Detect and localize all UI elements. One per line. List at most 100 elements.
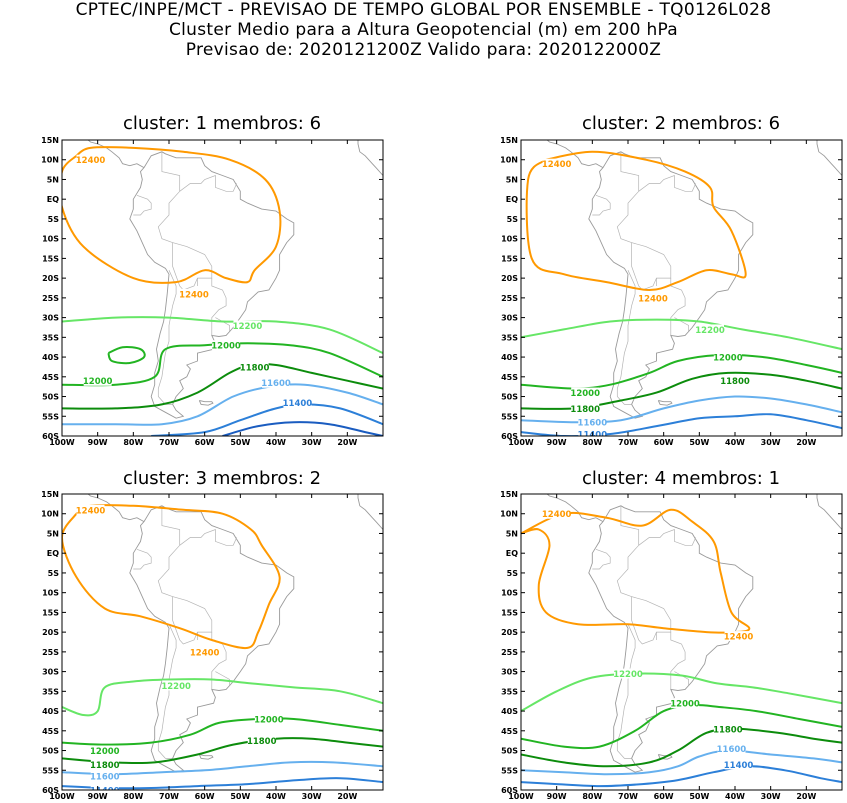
lat-label: 10N bbox=[500, 510, 518, 519]
contour-label: 11800 bbox=[240, 363, 270, 373]
lat-label: 10S bbox=[42, 589, 59, 598]
contour-label-bg bbox=[696, 324, 725, 335]
country-border bbox=[674, 671, 689, 686]
contour-label-bg bbox=[247, 735, 276, 746]
lon-label: 60W bbox=[195, 792, 215, 801]
coastline bbox=[588, 151, 754, 419]
lon-label: 40W bbox=[266, 438, 286, 447]
contour-label-bg bbox=[240, 361, 269, 372]
contour-12400 bbox=[62, 504, 281, 650]
contour-label: 11400 bbox=[90, 787, 120, 797]
figure-header: CPTEC/INPE/MCT - PREVISAO DE TEMPO GLOBA… bbox=[0, 0, 847, 60]
lon-label: 70W bbox=[159, 792, 179, 801]
panel-title: cluster: 1 membros: 6 bbox=[122, 113, 322, 134]
contour-label: 11800 bbox=[720, 377, 750, 387]
lon-label: 60W bbox=[654, 438, 674, 447]
contour-label: 12400 bbox=[76, 156, 106, 166]
lat-label: 5S bbox=[48, 215, 60, 224]
lat-label: 15N bbox=[41, 490, 59, 499]
lon-label: 50W bbox=[230, 438, 250, 447]
header-line-2: Cluster Medio para a Altura Geopotencial… bbox=[168, 20, 679, 40]
country-border bbox=[133, 548, 152, 570]
lat-label: 55S bbox=[42, 766, 59, 775]
lon-label: 100W bbox=[508, 792, 534, 801]
contour-label-bg bbox=[179, 288, 208, 299]
lat-label: 10N bbox=[41, 156, 59, 165]
contour-11400 bbox=[521, 765, 842, 788]
contour-label: 11400 bbox=[724, 761, 754, 771]
lon-label: 60W bbox=[195, 438, 215, 447]
country-border bbox=[179, 174, 238, 192]
lon-label: 70W bbox=[618, 792, 638, 801]
map-border bbox=[520, 493, 843, 791]
lat-label: 20S bbox=[501, 628, 518, 637]
contour-label: 12000 bbox=[570, 389, 600, 399]
lat-label: 35S bbox=[501, 687, 518, 696]
coastline bbox=[816, 494, 842, 534]
contour-label: 12400 bbox=[724, 633, 754, 643]
contour-11600 bbox=[521, 749, 842, 776]
lon-label: 20W bbox=[796, 792, 816, 801]
lat-label: 40S bbox=[501, 707, 518, 716]
lat-label: 35S bbox=[42, 687, 59, 696]
contour-label: 12200 bbox=[695, 326, 725, 336]
map-content: 12400 12400 12200 12000 11800 11600 11400 bbox=[521, 494, 842, 788]
country-border bbox=[616, 624, 636, 759]
contour-label-bg bbox=[76, 504, 105, 515]
country-border bbox=[157, 624, 177, 759]
contour-label: 11400 bbox=[283, 399, 313, 409]
contour-label: 11800 bbox=[247, 737, 277, 747]
contour-label-bg bbox=[542, 158, 571, 169]
lat-label: 45S bbox=[501, 727, 518, 736]
contour-12000 bbox=[62, 717, 383, 746]
header-line-1: CPTEC/INPE/MCT - PREVISAO DE TEMPO GLOBA… bbox=[75, 0, 772, 20]
lat-label: 45S bbox=[42, 373, 59, 382]
map-content: 12400 12400 12200 12000 12000 11800 11600 11400 bbox=[62, 140, 383, 436]
contour-label-bg bbox=[76, 154, 105, 165]
lat-label: 40S bbox=[42, 353, 59, 362]
panel-title: cluster: 4 membros: 1 bbox=[581, 468, 781, 489]
contour-label-bg bbox=[721, 375, 749, 386]
country-border bbox=[215, 671, 230, 686]
coastline bbox=[129, 505, 295, 773]
contour-12200 bbox=[521, 672, 842, 712]
lat-label: 15S bbox=[42, 254, 59, 263]
contour-label: 12400 bbox=[179, 290, 209, 300]
contour-label-bg bbox=[254, 713, 283, 724]
lat-label: 10N bbox=[500, 156, 518, 165]
lon-label: 30W bbox=[302, 792, 322, 801]
contour-label: 11600 bbox=[261, 379, 291, 389]
lon-label: 100W bbox=[49, 792, 75, 801]
contour-label-bg bbox=[162, 680, 191, 691]
contour-11800 bbox=[62, 737, 383, 765]
contour-label: 12000 bbox=[254, 715, 284, 725]
lon-label: 80W bbox=[582, 438, 602, 447]
coastline bbox=[198, 400, 214, 406]
lat-label: 10S bbox=[501, 589, 518, 598]
lat-label: 50S bbox=[42, 393, 59, 402]
contour-label-bg bbox=[542, 508, 571, 519]
coastline bbox=[546, 494, 604, 522]
country-border bbox=[616, 151, 672, 291]
lat-label: 55S bbox=[501, 412, 518, 421]
contour-12200 bbox=[62, 678, 383, 717]
contour-label-bg bbox=[571, 387, 600, 398]
country-border bbox=[211, 278, 227, 336]
lon-label: 50W bbox=[689, 438, 709, 447]
contour-label-bg bbox=[90, 745, 119, 756]
contour-label-bg bbox=[83, 375, 112, 386]
contour-11800 bbox=[521, 727, 842, 768]
contour-label: 12400 bbox=[542, 160, 572, 170]
contour-label-bg bbox=[724, 759, 753, 770]
country-border bbox=[157, 505, 213, 645]
lat-label: 50S bbox=[501, 393, 518, 402]
contour-label: 12000 bbox=[83, 377, 113, 387]
lat-label: 15S bbox=[42, 608, 59, 617]
contour-label-bg bbox=[638, 292, 667, 303]
lon-label: 60W bbox=[654, 792, 674, 801]
contour-label: 12000 bbox=[670, 700, 700, 710]
lat-label: 5S bbox=[507, 569, 519, 578]
